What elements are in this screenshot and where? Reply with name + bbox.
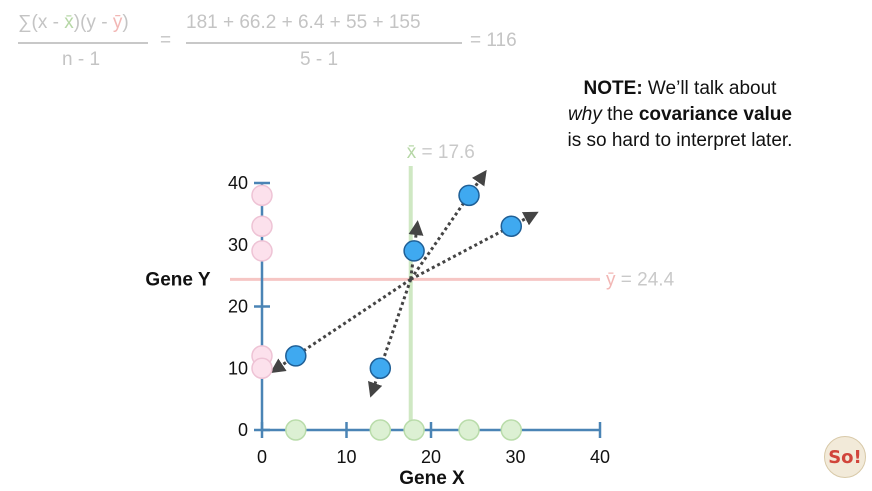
- logo: So!: [824, 436, 866, 478]
- formula-denominator-values: 5 - 1: [300, 49, 339, 70]
- x-tick-label: 0: [257, 447, 267, 467]
- x-projection-dot: [458, 419, 480, 441]
- data-point: [369, 357, 392, 379]
- deviation-arrows: [270, 169, 539, 398]
- y-tick-label: 0: [238, 420, 248, 440]
- equals-sign: =: [160, 30, 172, 51]
- covariance-formula: ∑(x - x̄)(y - ȳ) n - 1 = 181 + 66.2 + 6.…: [0, 0, 560, 80]
- note-line: the: [601, 104, 639, 125]
- data-point: [403, 240, 425, 262]
- fraction-bar: [186, 42, 462, 44]
- formula-term: ): [122, 12, 129, 33]
- y-mean-value: = 24.4: [621, 269, 675, 290]
- y-projection-dot: [251, 240, 273, 262]
- axis-projections: [251, 184, 523, 441]
- formula-numerator: ∑(x - x̄)(y - ȳ): [18, 12, 129, 34]
- formula-term: (x -: [31, 12, 65, 33]
- mean-lines: [230, 166, 600, 440]
- x-mean-symbol: x̄: [407, 142, 422, 163]
- formula-denominator: n - 1: [62, 49, 101, 70]
- y-tick-label: 40: [228, 173, 248, 193]
- x-bar-symbol: x̄: [64, 12, 74, 33]
- note-line: is so hard to interpret later.: [567, 130, 793, 151]
- deviation-arrow: [368, 278, 413, 398]
- x-tick-label: 40: [590, 447, 610, 467]
- note-text: NOTE: We’ll talk about why the covarianc…: [530, 76, 830, 154]
- data-point: [458, 184, 480, 207]
- note-line: why: [568, 104, 602, 125]
- y-projection-dot: [251, 215, 273, 237]
- x-tick-label: 10: [336, 447, 356, 467]
- logo-text: So!: [828, 446, 862, 468]
- sum-symbol: ∑: [18, 12, 32, 33]
- fraction-bar: [18, 42, 148, 44]
- data-point: [285, 345, 307, 367]
- y-mean-label: ȳ = 24.4: [606, 269, 675, 290]
- formula-term: )(y -: [73, 12, 113, 33]
- y-tick-label: 30: [228, 235, 248, 255]
- note-label: NOTE:: [583, 78, 643, 99]
- x-tick-label: 30: [505, 447, 525, 467]
- data-point: [500, 215, 523, 237]
- x-mean-value: = 17.6: [422, 142, 475, 163]
- y-tick-label: 20: [228, 297, 248, 317]
- x-projection-dot: [285, 419, 307, 441]
- note-line: We’ll talk about: [642, 78, 777, 99]
- note-line: covariance value: [638, 104, 792, 125]
- formula-numerator-values: 181 + 66.2 + 6.4 + 55 + 155: [186, 12, 421, 33]
- data-points: [285, 184, 523, 379]
- y-projection-dot: [251, 357, 273, 379]
- x-axis-label: Gene X: [399, 468, 465, 489]
- y-tick-label: 10: [228, 358, 248, 378]
- y-mean-symbol: ȳ: [606, 269, 621, 290]
- x-mean-label: x̄ = 17.6: [407, 142, 475, 163]
- y-projection-dot: [251, 184, 273, 207]
- x-tick-label: 20: [421, 447, 441, 467]
- y-axis-label: Gene Y: [145, 269, 210, 290]
- x-projection-dot: [403, 419, 425, 441]
- x-projection-dot: [500, 419, 523, 441]
- y-bar-symbol: ȳ: [112, 12, 123, 33]
- x-projection-dot: [369, 419, 392, 441]
- covariance-result: = 116: [470, 30, 517, 51]
- chart-labels: 0 10 20 30 40 0 10 20 30 40 Gene X Gene Y x̄ = 17.6 ȳ…: [145, 142, 674, 489]
- axes: [254, 181, 602, 438]
